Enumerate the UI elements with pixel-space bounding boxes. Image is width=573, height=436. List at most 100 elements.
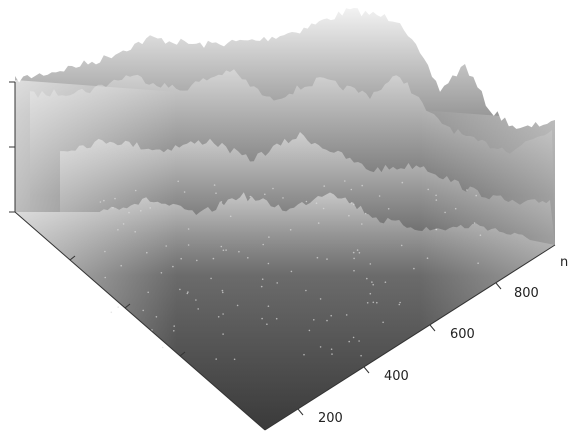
speckle (282, 197, 284, 199)
speckle (319, 346, 322, 348)
speckle (330, 314, 333, 317)
speckle (316, 256, 319, 259)
speckle (267, 305, 270, 308)
speckle (140, 210, 142, 212)
speckle (173, 330, 175, 332)
x-axis (14, 211, 266, 431)
speckle (371, 281, 373, 283)
speckle (249, 195, 252, 198)
speckle (210, 277, 212, 280)
speckle (213, 184, 216, 186)
speckle (345, 314, 348, 316)
speckle (128, 211, 130, 214)
speckle (114, 197, 116, 200)
speckle (305, 289, 307, 292)
speckle (221, 289, 224, 292)
speckle (305, 200, 308, 203)
speckle (222, 333, 224, 335)
speckle (358, 252, 361, 254)
speckle (348, 340, 351, 343)
speckle (155, 316, 158, 318)
speckle (260, 285, 263, 288)
speckle (352, 336, 355, 339)
speckle (261, 317, 263, 320)
speckle (110, 311, 113, 314)
speckle (426, 257, 429, 260)
surface-layer (15, 80, 555, 430)
surface (15, 8, 555, 430)
y-tick (429, 324, 436, 332)
speckle (173, 325, 175, 327)
speckle (387, 208, 390, 210)
speckle (372, 283, 375, 286)
speckle (147, 291, 149, 294)
speckle (183, 191, 186, 193)
speckle (225, 249, 227, 251)
speckle (364, 212, 367, 215)
speckle (117, 229, 119, 231)
speckle (477, 262, 479, 265)
speckle (289, 229, 292, 231)
y-tick-label: 200 (318, 411, 343, 426)
speckle (229, 215, 232, 218)
speckle (401, 181, 404, 184)
speckle (479, 234, 482, 236)
y-tick (363, 366, 370, 374)
y-tick (495, 282, 502, 290)
speckle (151, 329, 153, 331)
speckle (268, 236, 270, 238)
speckle (236, 304, 239, 307)
speckle (117, 306, 119, 308)
speckle (104, 276, 106, 279)
speckle (350, 202, 353, 204)
speckle (212, 257, 215, 260)
y-tick (297, 408, 304, 416)
speckle (186, 292, 189, 295)
speckle (215, 358, 217, 360)
x-tick (69, 255, 76, 261)
speckle (427, 188, 430, 191)
speckle (361, 184, 364, 187)
speckle (361, 223, 363, 225)
speckle (308, 329, 311, 332)
speckle (315, 202, 318, 204)
speckle (303, 353, 305, 356)
speckle (360, 354, 362, 357)
speckle (376, 301, 378, 304)
speckle (413, 267, 415, 270)
speckle (103, 199, 105, 202)
speckle (350, 188, 353, 191)
speckle (196, 259, 198, 262)
speckle (331, 353, 333, 355)
speckle (146, 251, 148, 254)
speckle (233, 358, 236, 361)
speckle (276, 282, 279, 284)
speckle (172, 265, 174, 268)
x-tick (179, 351, 186, 357)
y-tick-label: 600 (450, 327, 475, 342)
speckle (149, 207, 151, 209)
speckle (261, 278, 264, 281)
speckle (435, 199, 438, 201)
speckle (353, 257, 355, 260)
speckle (348, 214, 350, 217)
speckle (161, 346, 164, 349)
axis-unit: n (560, 255, 568, 270)
speckle (372, 301, 375, 304)
speckle (326, 319, 328, 322)
speckle (366, 277, 368, 280)
speckle (99, 201, 102, 203)
speckle (353, 269, 355, 272)
speckle (366, 302, 369, 304)
speckle (400, 244, 403, 247)
speckle (322, 207, 325, 210)
speckle (369, 263, 372, 265)
speckle (195, 299, 197, 301)
speckle (275, 317, 278, 320)
speckle (330, 348, 333, 351)
speckle (134, 231, 136, 233)
speckle (112, 206, 114, 209)
speckle (220, 245, 223, 248)
